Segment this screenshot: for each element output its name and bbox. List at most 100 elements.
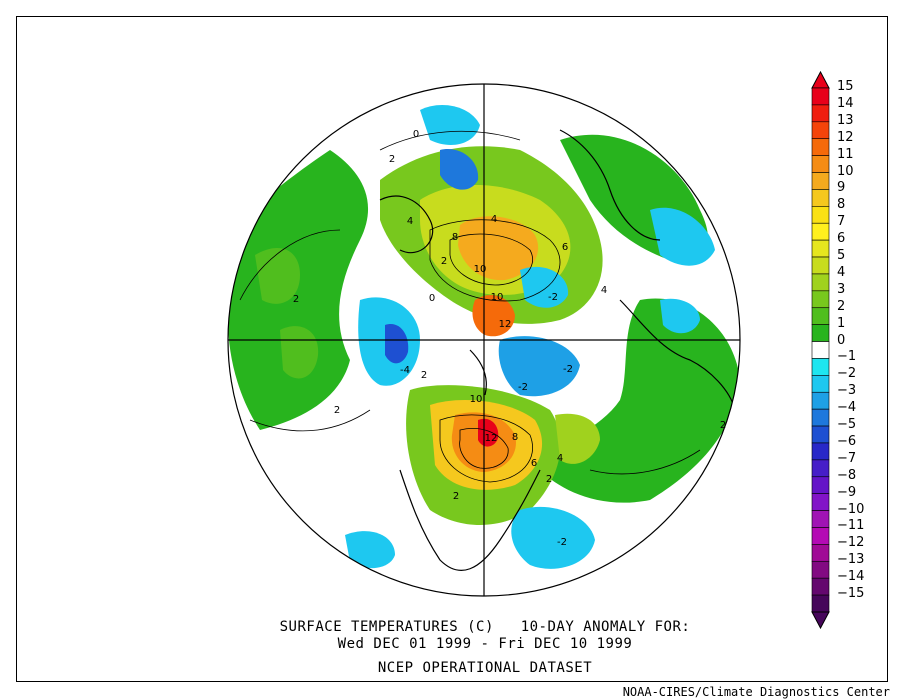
contour-label: 2 [441, 256, 447, 267]
contour-label: 2 [720, 420, 726, 431]
anomaly-region-scandinavia-cold [440, 149, 479, 190]
colorbar-swatch [811, 256, 830, 275]
contour-label: 4 [407, 216, 413, 227]
colorbar-tick-label: −8 [837, 467, 857, 483]
colorbar-swatch [811, 104, 830, 123]
colorbar-swatch [811, 577, 830, 596]
colorbar-swatch [811, 239, 830, 258]
contour-label: 10 [491, 292, 504, 303]
colorbar-swatch [811, 138, 830, 156]
colorbar-tick-label: −4 [837, 400, 857, 416]
colorbar-tick-label: 4 [837, 264, 846, 280]
colorbar [811, 70, 830, 630]
anomaly-region-siberia-red [472, 295, 515, 337]
colorbar-tick-label: 5 [837, 248, 846, 264]
contour-label: 12 [485, 433, 498, 444]
colorbar-swatch [811, 459, 830, 478]
colorbar-tick-label: 12 [837, 129, 854, 145]
colorbar-swatch [811, 358, 830, 376]
contour-label: -2 [548, 292, 558, 303]
contour-label: 8 [452, 232, 458, 243]
anomaly-region-pacific-warm2 [255, 247, 300, 304]
colorbar-tick-label: −15 [837, 586, 865, 602]
colorbar-swatch [811, 375, 830, 393]
colorbar-swatch [811, 527, 830, 545]
contour-lines [239, 130, 701, 483]
anomaly-region-pacific-cold2 [345, 531, 395, 569]
colorbar-tick-label: 15 [837, 79, 854, 94]
colorbar-swatch [811, 222, 830, 241]
colorbar-swatch [811, 273, 830, 292]
anomaly-region-atlantic-cold [660, 298, 700, 334]
colorbar-swatch [811, 324, 830, 342]
colorbar-swatch [811, 544, 830, 562]
colorbar-swatch [811, 307, 830, 325]
contour-label: -2 [557, 537, 567, 548]
anomaly-region-pacific-cold [511, 506, 595, 569]
colorbar-swatch [811, 425, 830, 444]
anomaly-region-europe-cold [420, 105, 480, 145]
contour-label: 10 [474, 264, 487, 275]
colorbar-swatch [811, 87, 830, 106]
colorbar-tick-label: 14 [837, 95, 854, 111]
coastlines [379, 129, 736, 571]
colorbar-tick-label: 9 [837, 180, 846, 196]
colorbar-tick-label: −13 [837, 552, 865, 568]
map-title-line2: Wed DEC 01 1999 - Fri DEC 10 1999 [337, 636, 633, 652]
contour-label: -4 [400, 365, 410, 376]
colorbar-swatch [811, 560, 830, 579]
contour-label: 4 [601, 285, 607, 296]
colorbar-tick-label: −5 [837, 417, 857, 433]
colorbar-swatch [811, 510, 830, 528]
colorbar-tick-label: 0 [837, 332, 846, 348]
contour-label: -2 [563, 364, 573, 375]
colorbar-swatch [811, 442, 830, 461]
contour-label: 2 [389, 154, 395, 165]
contour-label: -2 [518, 382, 528, 393]
contour-label: 2 [421, 370, 427, 381]
colorbar-tick-label: −3 [837, 383, 857, 399]
colorbar-bottom-arrow [811, 611, 830, 630]
dataset-label: NCEP OPERATIONAL DATASET [377, 660, 593, 676]
colorbar-tick-label: 2 [837, 298, 846, 314]
colorbar-tick-label: 8 [837, 197, 846, 213]
credit-label: NOAA-CIRES/Climate Diagnostics Center [622, 685, 890, 699]
colorbar-top-arrow [811, 70, 830, 89]
colorbar-tick-label: 6 [837, 231, 846, 247]
contour-label: 6 [562, 242, 568, 253]
contour-label: 12 [499, 319, 512, 330]
contour-label: 8 [512, 432, 518, 443]
colorbar-tick-label: −7 [837, 450, 857, 466]
colorbar-swatch [811, 476, 830, 494]
colorbar-tick-label: 11 [837, 146, 854, 162]
contour-label: 4 [557, 453, 563, 464]
anomaly-region-siberia-orange [458, 216, 539, 281]
colorbar-swatch [811, 206, 830, 224]
colorbar-tick-label: 13 [837, 112, 854, 128]
colorbar-swatch [811, 594, 830, 613]
contour-label: 4 [491, 214, 497, 225]
colorbar-swatch [811, 493, 830, 511]
colorbar-swatch [811, 172, 830, 190]
colorbar-tick-label: −2 [837, 366, 857, 382]
anomaly-region-canada-red [478, 418, 499, 447]
plot-frame [16, 16, 888, 682]
colorbar-tick-label: 1 [837, 315, 846, 331]
colorbar-tick-label: −6 [837, 433, 857, 449]
colorbar-tick-label: −9 [837, 484, 857, 500]
colorbar-swatch [811, 189, 830, 207]
colorbar-swatch [811, 341, 830, 359]
contour-label: 2 [334, 405, 340, 416]
anomaly-region-greenland-green [555, 413, 600, 464]
colorbar-swatch [811, 290, 830, 309]
colorbar-tick-label: 7 [837, 214, 846, 230]
contour-label: 6 [531, 458, 537, 469]
colorbar-swatch [811, 155, 830, 173]
colorbar-swatch [811, 391, 830, 410]
contour-label-group: 2 2 2 2 4 4 4 6 8 10 10 12 10 12 8 6 4 2… [293, 129, 726, 548]
anomaly-region-alaska-cold-core [385, 324, 409, 364]
colorbar-tick-label: −14 [837, 569, 865, 585]
contour-label: 2 [453, 491, 459, 502]
colorbar-swatch [811, 408, 830, 427]
